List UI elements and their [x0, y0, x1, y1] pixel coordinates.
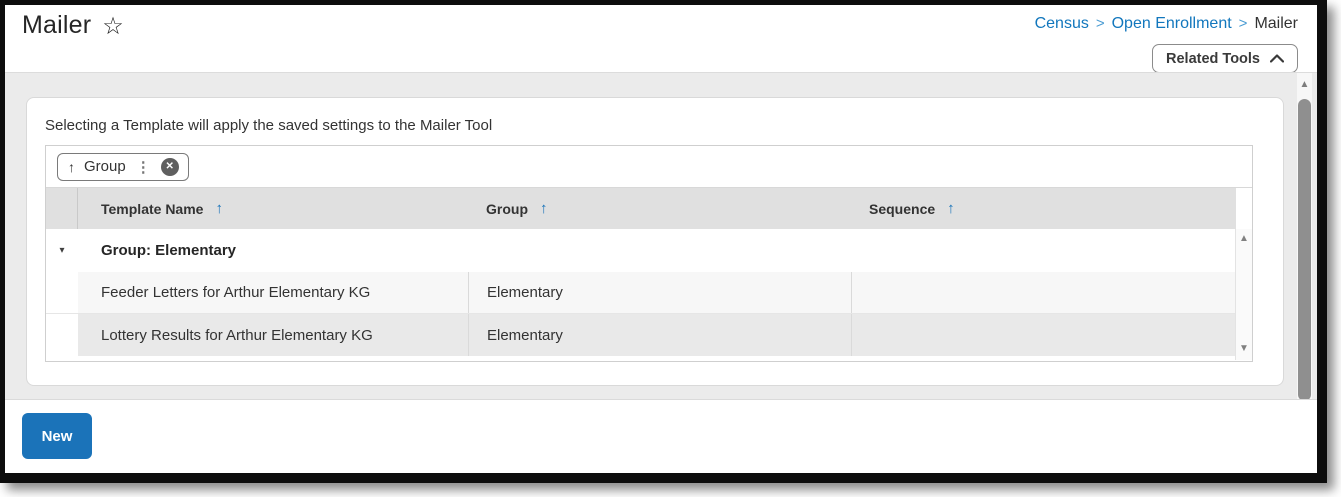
cell-sequence: [851, 272, 1252, 313]
column-header-template-name[interactable]: Template Name ↑: [78, 188, 468, 229]
page-scrollbar-thumb[interactable]: [1298, 99, 1311, 401]
scroll-up-icon[interactable]: ▲: [1299, 79, 1310, 90]
app-screen: Mailer ☆ Census > Open Enrollment > Mailer R…: [5, 5, 1317, 473]
breadcrumb-link-open-enrollment[interactable]: Open Enrollment: [1111, 15, 1232, 32]
table-row[interactable]: Feeder Letters for Arthur Elementary KG …: [46, 272, 1252, 314]
window-frame: Mailer ☆ Census > Open Enrollment > Mailer R…: [0, 0, 1327, 483]
group-row-elementary[interactable]: ▾ Group: Elementary: [46, 229, 1252, 272]
breadcrumb-link-census[interactable]: Census: [1034, 15, 1089, 32]
templates-grid: ↑ Group ⋮ ✕ Template Name ↑: [45, 145, 1253, 362]
header-scrollbar-gutter: [1236, 188, 1252, 229]
scroll-down-icon[interactable]: ▼: [1239, 343, 1249, 354]
page-scrollbar[interactable]: ▲: [1297, 73, 1312, 467]
breadcrumb: Census > Open Enrollment > Mailer: [1035, 15, 1298, 33]
related-tools-button[interactable]: Related Tools: [1152, 44, 1298, 73]
column-header-label: Template Name: [101, 200, 204, 217]
sort-ascending-icon[interactable]: ↑: [947, 200, 955, 217]
grid-scrollbar[interactable]: ▲ ▼: [1235, 229, 1252, 360]
new-button[interactable]: New: [22, 413, 92, 459]
chip-sort-ascending-icon[interactable]: ↑: [68, 158, 75, 175]
column-header-sequence[interactable]: Sequence ↑: [851, 188, 1236, 229]
page-header: Mailer ☆ Census > Open Enrollment > Mailer R…: [5, 5, 1317, 73]
column-header-label: Sequence: [869, 200, 936, 217]
grid-body: ▾ Group: Elementary Feeder Letters for A…: [46, 229, 1252, 360]
cell-template-name[interactable]: Feeder Letters for Arthur Elementary KG: [78, 272, 468, 313]
cell-sequence: [851, 314, 1252, 356]
sort-ascending-icon[interactable]: ↑: [215, 200, 223, 217]
breadcrumb-current: Mailer: [1254, 15, 1298, 32]
page-title-wrap: Mailer ☆: [22, 11, 124, 40]
grid-header-row: Template Name ↑ Group ↑ Sequence ↑: [46, 187, 1252, 229]
scroll-up-icon[interactable]: ▲: [1239, 233, 1249, 244]
expander-column-header: [46, 188, 78, 229]
group-by-toolbar: ↑ Group ⋮ ✕: [46, 146, 1252, 187]
cell-group: Elementary: [468, 272, 851, 313]
sort-ascending-icon[interactable]: ↑: [540, 200, 548, 217]
action-bar: New: [5, 399, 1317, 473]
favorite-star-icon[interactable]: ☆: [102, 12, 124, 40]
cell-group: Elementary: [468, 314, 851, 356]
page-title: Mailer: [22, 11, 92, 39]
breadcrumb-separator-icon: >: [1238, 15, 1248, 32]
cell-template-name[interactable]: Lottery Results for Arthur Elementary KG: [78, 314, 468, 356]
mailer-templates-card: Selecting a Template will apply the save…: [26, 97, 1284, 386]
content-area: Selecting a Template will apply the save…: [5, 72, 1317, 399]
chip-label: Group: [84, 158, 126, 175]
chip-remove-icon[interactable]: ✕: [160, 157, 179, 176]
collapse-triangle-icon[interactable]: ▾: [59, 245, 65, 256]
breadcrumb-separator-icon: >: [1095, 15, 1105, 32]
group-by-chip[interactable]: ↑ Group ⋮ ✕: [57, 152, 189, 181]
related-tools-label: Related Tools: [1166, 50, 1260, 67]
table-row[interactable]: Lottery Results for Arthur Elementary KG…: [46, 314, 1252, 356]
chip-kebab-menu-icon[interactable]: ⋮: [135, 158, 151, 176]
template-intro-text: Selecting a Template will apply the save…: [45, 117, 493, 134]
column-header-label: Group: [486, 200, 528, 217]
row-indent-spacer: [46, 314, 78, 356]
chevron-up-icon: [1269, 51, 1285, 67]
row-indent-spacer: [46, 272, 78, 313]
group-row-label: Group: Elementary: [101, 242, 237, 259]
column-header-group[interactable]: Group ↑: [468, 188, 851, 229]
